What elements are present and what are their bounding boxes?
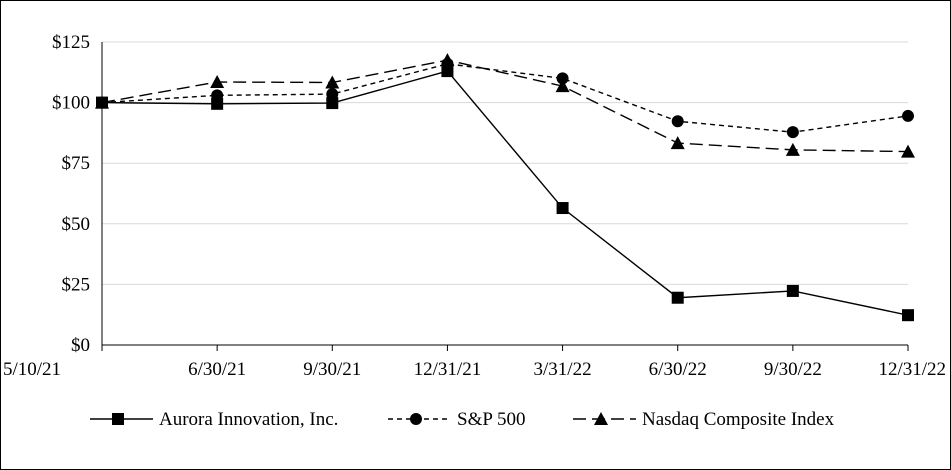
data-point-square [671,291,684,304]
y-axis-ticks: $0 $25 $50 $75 $100 $125 [52,32,90,356]
legend: Aurora Innovation, Inc. S&P 500 Nasdaq Com… [90,409,835,430]
y-tick-label: $25 [62,274,91,295]
x-tick-label: 6/30/21 [188,359,246,380]
data-point-triangle [555,79,570,93]
gridlines [102,41,908,285]
x-tick-label: 5/10/21 [3,359,61,380]
legend-item: Nasdaq Composite Index [573,409,835,430]
data-point-circle [556,72,569,85]
x-tick-label: 12/31/21 [414,359,482,380]
legend-label: S&P 500 [457,409,525,430]
legend-label: Nasdaq Composite Index [642,409,835,430]
x-tick-label: 9/30/21 [303,359,361,380]
x-tick-label: 6/30/22 [649,359,707,380]
y-tick-label: $100 [52,93,90,114]
x-axis-ticks: 5/10/21 6/30/21 9/30/21 12/31/21 3/31/22 6/30… [3,345,946,380]
data-point-square [902,309,914,322]
x-tick-label: 3/31/22 [534,359,592,380]
data-point-square [96,96,108,109]
series [95,53,915,322]
data-point-circle [902,109,914,122]
data-point-triangle [901,144,915,158]
legend-marker-circle [410,413,422,425]
legend-label: Aurora Innovation, Inc. [159,409,338,430]
y-tick-label: $75 [62,153,91,174]
data-point-triangle [785,142,800,156]
series-line [101,63,909,133]
legend-marker-triangle [594,412,608,425]
data-point-triangle [670,136,685,150]
data-point-square [211,97,224,110]
y-tick-label: $125 [52,32,90,53]
x-tick-label: 12/31/22 [878,359,946,380]
legend-item: S&P 500 [388,409,525,430]
series-line [101,59,909,153]
data-point-square [786,284,799,297]
y-tick-label: $50 [62,214,91,235]
data-point-square [441,65,454,78]
legend-marker-square [112,413,124,425]
x-tick-label: 9/30/22 [764,359,822,380]
data-point-square [326,97,339,110]
series-nasdaq-composite-index [95,53,915,158]
data-point-circle [671,115,684,128]
series-line [101,70,909,316]
axes [101,42,908,346]
series-aurora-innovation-inc [96,65,914,322]
data-point-triangle [210,74,225,88]
data-point-circle [786,126,799,139]
data-point-square [556,202,569,215]
data-point-triangle [325,75,340,89]
legend-item: Aurora Innovation, Inc. [90,409,338,430]
y-tick-label: $0 [71,335,90,356]
